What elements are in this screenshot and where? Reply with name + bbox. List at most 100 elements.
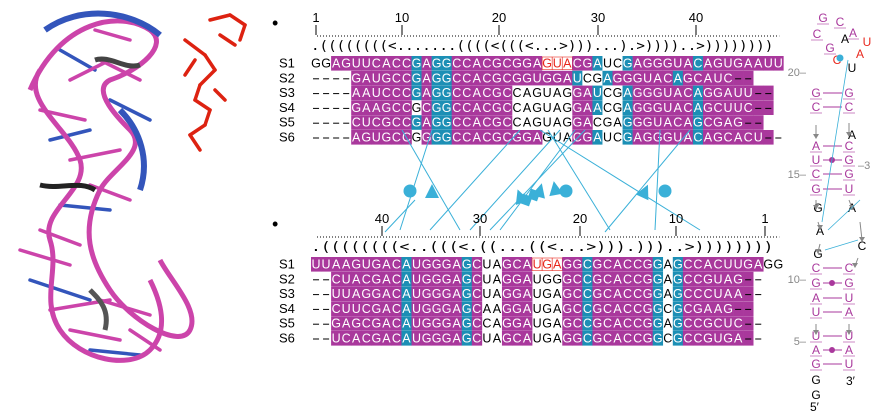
residue-letter: G <box>623 57 633 71</box>
residue-letter: G <box>703 86 713 100</box>
residue-cell <box>743 331 754 346</box>
residue-cell <box>652 257 664 272</box>
residue-letter: A <box>553 101 562 115</box>
residue-letter: G <box>643 86 653 100</box>
residue-cell <box>371 271 382 287</box>
residue-cell <box>682 100 694 115</box>
residue-letter: G <box>532 101 542 115</box>
residue-letter: A <box>583 101 592 115</box>
residue-cell <box>572 115 583 130</box>
pair-dot <box>829 280 835 286</box>
residue-cell <box>713 316 724 331</box>
residue-cell <box>522 130 533 145</box>
pair-line <box>547 129 611 231</box>
residue-letter: U <box>764 57 773 71</box>
residue-letter: G <box>562 287 572 301</box>
residue-letter: U <box>412 272 421 286</box>
residue-letter: G <box>593 272 603 286</box>
residue-letter: G <box>442 116 452 130</box>
residue-letter: G <box>653 272 663 286</box>
residue-cell <box>461 271 473 287</box>
residue-letter: C <box>482 101 491 115</box>
residue-letter: A <box>382 302 391 316</box>
residue-cell <box>421 271 432 287</box>
residue-letter: C <box>462 86 471 100</box>
residue-letter: A <box>553 287 562 301</box>
residue-cell <box>672 331 684 346</box>
residue-letter: A <box>422 116 431 130</box>
residue-letter: C <box>603 101 612 115</box>
residue-letter: C <box>462 131 471 145</box>
residue-letter: C <box>683 287 692 301</box>
residue-cell <box>461 257 473 272</box>
residue-letter: G <box>442 101 452 115</box>
residue-letter: A <box>664 116 673 130</box>
residue-letter: C <box>693 332 702 346</box>
residue-cell <box>612 286 623 302</box>
residue-letter: U <box>714 332 723 346</box>
residue-letter: C <box>362 332 371 346</box>
residue-letter: C <box>452 71 461 85</box>
residue-cell <box>723 271 734 287</box>
residue-cell <box>632 70 643 86</box>
residue-letter: C <box>362 317 371 331</box>
residue-letter: C <box>693 71 702 85</box>
residue-cell <box>723 316 734 331</box>
residue-letter: U <box>734 258 743 272</box>
residue-cell <box>713 286 724 302</box>
residue-letter: G <box>371 302 381 316</box>
residue-letter: C <box>502 57 511 71</box>
residue-letter: A <box>523 272 532 286</box>
residue-letter: A <box>704 302 713 316</box>
residue-letter: G <box>633 71 643 85</box>
residue-letter: A <box>563 131 572 145</box>
residue-cell <box>461 286 473 302</box>
residue-letter: G <box>623 71 633 85</box>
residue-letter: A <box>553 317 562 331</box>
residue-letter: G <box>512 57 522 71</box>
residue-letter: G <box>643 287 653 301</box>
nucleotide: U <box>845 182 854 196</box>
residue-letter: G <box>733 57 743 71</box>
residue-cell <box>341 257 352 272</box>
residue-cell <box>351 286 362 302</box>
residue-letter: U <box>412 332 421 346</box>
residue-letter: G <box>613 101 623 115</box>
residue-letter: G <box>492 86 502 100</box>
residue-cell <box>682 56 694 71</box>
residue-cell <box>592 56 603 71</box>
residue-letter: C <box>482 317 491 331</box>
residue-letter: G <box>512 317 522 331</box>
residue-cell <box>371 286 382 302</box>
residue-cell <box>702 100 714 115</box>
residue-cell <box>471 301 483 316</box>
backbone-arrowhead <box>813 330 819 335</box>
residue-letter: U <box>603 131 612 145</box>
residue-letter: C <box>683 317 692 331</box>
pair-line <box>539 129 701 231</box>
residue-letter: A <box>533 57 542 71</box>
residue-letter: A <box>453 287 462 301</box>
residue-cell <box>672 301 684 316</box>
residue-cell <box>491 85 503 101</box>
residue-letter: A <box>523 332 532 346</box>
residue-cell <box>371 257 382 272</box>
residue-letter: A <box>473 57 482 71</box>
position-number: 5– <box>794 336 807 348</box>
residue-letter: C <box>703 116 712 130</box>
residue-cell <box>733 271 744 287</box>
residue-cell <box>351 271 362 287</box>
residue-letter: G <box>442 287 452 301</box>
residue-letter: G <box>583 57 593 71</box>
residue-letter: C <box>392 287 401 301</box>
residue-letter: A <box>744 57 753 71</box>
residue-cell <box>652 100 664 115</box>
residue-cell <box>622 301 633 316</box>
helix-accent <box>117 107 147 191</box>
residue-cell <box>411 331 422 346</box>
residue-letter: G <box>371 332 381 346</box>
residue-cell <box>441 70 452 86</box>
residue-cell <box>331 257 342 272</box>
residue-letter: C <box>392 272 401 286</box>
residue-cell <box>702 286 714 302</box>
